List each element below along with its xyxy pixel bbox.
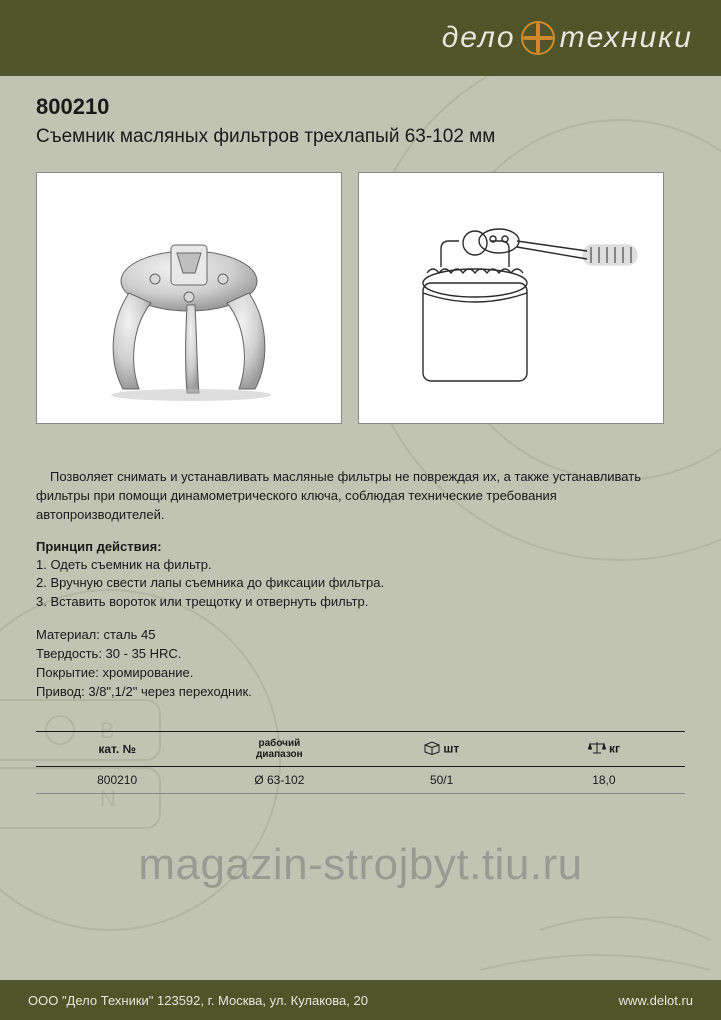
product-sku: 800210: [36, 94, 685, 120]
product-title: Съемник масляных фильтров трехлапый 63-1…: [36, 126, 685, 148]
col-range-label: рабочийдиапазон: [202, 738, 356, 760]
box-icon: [424, 741, 440, 758]
principle-step: 1. Одеть съемник на фильтр.: [36, 556, 685, 575]
footer: ООО "Дело Техники" 123592, г. Москва, ул…: [0, 980, 721, 1020]
col-cat: кат. №: [36, 732, 198, 767]
spec-line: Покрытие: хромирование.: [36, 664, 685, 683]
specs-block: Материал: сталь 45 Твердость: 30 - 35 HR…: [36, 626, 685, 701]
brand-logo: дело техники: [442, 20, 693, 56]
cell-pack: 50/1: [361, 767, 523, 794]
logo-word-right: техники: [560, 21, 693, 55]
spec-line: Материал: сталь 45: [36, 626, 685, 645]
principle-block: Принцип действия: 1. Одеть съемник на фи…: [36, 539, 685, 613]
product-images-row: [36, 172, 685, 424]
principle-title: Принцип действия:: [36, 539, 685, 554]
cell-weight: 18,0: [523, 767, 685, 794]
col-range: рабочийдиапазон: [198, 732, 360, 767]
content: 800210 Съемник масляных фильтров трехлап…: [0, 76, 721, 794]
footer-company: ООО "Дело Техники" 123592, г. Москва, ул…: [28, 993, 368, 1008]
scale-icon: [588, 741, 606, 758]
table-row: 800210 Ø 63-102 50/1 18,0: [36, 767, 685, 794]
watermark: magazin-strojbyt.tiu.ru: [0, 840, 721, 890]
logo-word-left: дело: [442, 21, 516, 55]
principle-step: 3. Вставить вороток или трещотку и отвер…: [36, 593, 685, 612]
cell-range: Ø 63-102: [198, 767, 360, 794]
cell-cat: 800210: [36, 767, 198, 794]
col-pack: шт: [361, 732, 523, 767]
col-weight-label: кг: [609, 742, 620, 756]
product-image-diagram: [358, 172, 664, 424]
col-weight: кг: [523, 732, 685, 767]
col-pack-label: шт: [443, 742, 459, 756]
product-description: Позволяет снимать и устанавливать маслян…: [36, 468, 685, 525]
header: дело техники: [0, 0, 721, 76]
spec-table: кат. № рабочийдиапазон шт кг: [36, 731, 685, 794]
product-image-photo: [36, 172, 342, 424]
footer-url: www.delot.ru: [619, 993, 693, 1008]
spec-line: Привод: 3/8",1/2" через переходник.: [36, 683, 685, 702]
logo-cross-icon: [520, 20, 556, 56]
table-header-row: кат. № рабочийдиапазон шт кг: [36, 732, 685, 767]
principle-step: 2. Вручную свести лапы съемника до фикса…: [36, 574, 685, 593]
spec-line: Твердость: 30 - 35 HRC.: [36, 645, 685, 664]
